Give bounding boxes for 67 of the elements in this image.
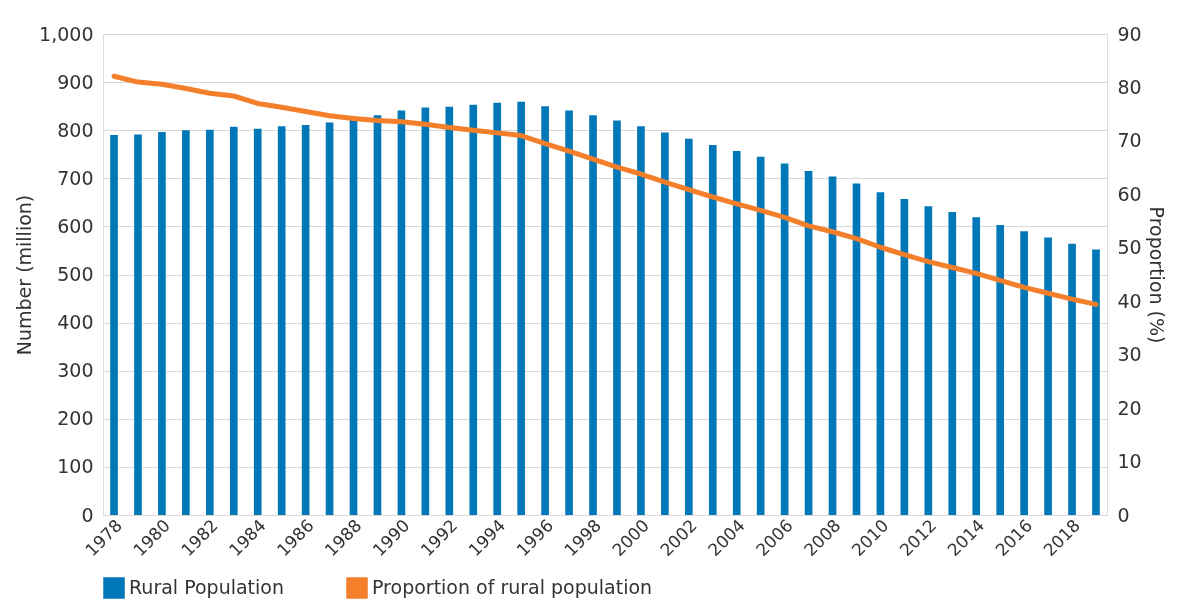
y2-tick-label: 0 <box>1117 503 1130 526</box>
bar <box>158 132 166 515</box>
bar <box>493 102 502 515</box>
bar <box>253 128 262 515</box>
bar <box>684 138 693 515</box>
y2-tick-label: 30 <box>1117 343 1142 366</box>
bar <box>469 104 478 515</box>
bar <box>373 115 382 515</box>
y2-tick-label: 90 <box>1117 22 1142 45</box>
y-tick-label: 100 <box>57 455 94 478</box>
legend-label: Proportion of rural population <box>372 576 653 598</box>
bar <box>613 120 621 515</box>
y-tick-label: 600 <box>57 214 94 237</box>
bar <box>900 198 909 515</box>
bar <box>397 110 406 515</box>
bar <box>756 156 765 515</box>
bar <box>804 171 813 515</box>
bar <box>732 150 741 515</box>
y-tick-label: 500 <box>57 263 94 285</box>
y-tick-label: 300 <box>57 359 94 382</box>
bar <box>948 211 957 515</box>
y2-axis-title: Proportion (%) <box>1145 206 1168 344</box>
y-tick-label: 700 <box>57 166 94 189</box>
bar <box>1068 243 1076 515</box>
y-tick-label: 400 <box>57 311 94 334</box>
bar <box>229 126 238 515</box>
bar <box>589 115 597 515</box>
y2-tick-label: 70 <box>1117 129 1142 152</box>
y2-tick-label: 10 <box>1117 450 1142 473</box>
bar <box>876 192 885 515</box>
y-tick-label: 800 <box>57 118 94 141</box>
bar <box>325 122 334 515</box>
y-axis-title: Number (million) <box>13 194 36 356</box>
y2-tick-label: 80 <box>1117 75 1142 98</box>
y2-tick-label: 20 <box>1117 396 1142 419</box>
y-tick-label: 1,000 <box>39 22 94 45</box>
bar <box>205 129 214 515</box>
bar <box>924 206 933 515</box>
bar <box>708 145 717 515</box>
y-tick-label: 200 <box>57 407 94 430</box>
bar <box>301 124 310 515</box>
bar <box>972 217 981 515</box>
bar <box>277 126 286 515</box>
bar <box>996 224 1005 515</box>
bar <box>565 110 573 515</box>
bar <box>517 101 526 515</box>
bar <box>421 107 430 515</box>
y2-tick-label: 40 <box>1117 289 1142 312</box>
bar <box>852 183 861 515</box>
bar <box>182 130 190 515</box>
bar <box>445 106 454 515</box>
bar <box>828 176 837 515</box>
bar <box>134 134 142 515</box>
bar <box>637 126 645 515</box>
bar <box>780 163 789 515</box>
bar <box>1020 231 1028 515</box>
y-tick-label: 0 <box>81 503 94 526</box>
y2-tick-label: 60 <box>1117 182 1142 205</box>
legend-label: Rural Population <box>129 576 284 598</box>
y2-tick-label: 50 <box>1117 236 1142 259</box>
bar <box>661 132 669 515</box>
bar <box>1044 237 1052 515</box>
y-tick-label: 900 <box>57 70 94 93</box>
bar <box>110 135 118 515</box>
bar <box>349 119 358 515</box>
bar <box>541 106 549 515</box>
bar <box>1092 249 1100 515</box>
